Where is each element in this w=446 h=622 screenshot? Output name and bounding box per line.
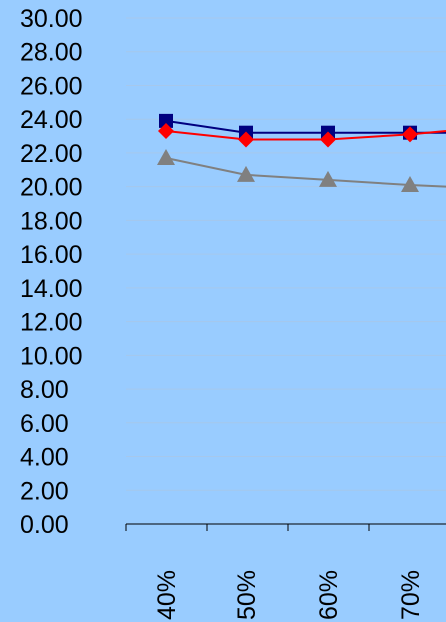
triangle-marker: [319, 170, 337, 187]
y-tick-label: 24.00: [20, 106, 83, 134]
gridlines: [126, 17, 446, 491]
diamond-marker: [158, 123, 174, 140]
square-marker: [159, 113, 173, 128]
series-line: [165, 157, 446, 188]
axes: [125, 523, 446, 531]
triangle-marker: [157, 148, 175, 165]
y-tick-label: 18.00: [20, 207, 83, 235]
y-tick-label: 30.00: [20, 5, 83, 33]
y-tick-label: 16.00: [20, 241, 83, 269]
x-tick-label: 60%: [315, 570, 343, 620]
y-tick-label: 22.00: [20, 140, 83, 168]
diamond-marker: [320, 131, 336, 148]
y-tick-label: 12.00: [20, 309, 83, 337]
diamond-marker: [402, 126, 418, 143]
series-markers: [157, 113, 419, 192]
y-tick-label: 2.00: [20, 477, 69, 505]
y-tick-label: 14.00: [20, 275, 83, 303]
y-tick-label: 4.00: [20, 444, 69, 472]
diamond-marker: [238, 131, 254, 148]
y-tick-label: 6.00: [20, 410, 69, 438]
y-tick-label: 20.00: [20, 174, 83, 202]
y-tick-label: 0.00: [20, 511, 69, 539]
y-tick-labels: 0.00 2.00 4.00 6.00 8.00 10.00 12.00 14.00 16.00…: [20, 5, 83, 539]
x-tick-label: 40%: [153, 570, 181, 620]
x-tick-labels: 40% 50% 60% 70%: [153, 570, 425, 620]
y-tick-label: 28.00: [20, 39, 83, 67]
y-tick-label: 26.00: [20, 72, 83, 100]
x-tick-label: 50%: [233, 570, 261, 620]
x-tick-label: 70%: [397, 570, 425, 620]
triangle-marker: [401, 175, 419, 192]
triangle-marker: [237, 165, 255, 182]
y-tick-label: 10.00: [20, 342, 83, 370]
y-tick-label: 8.00: [20, 376, 69, 404]
